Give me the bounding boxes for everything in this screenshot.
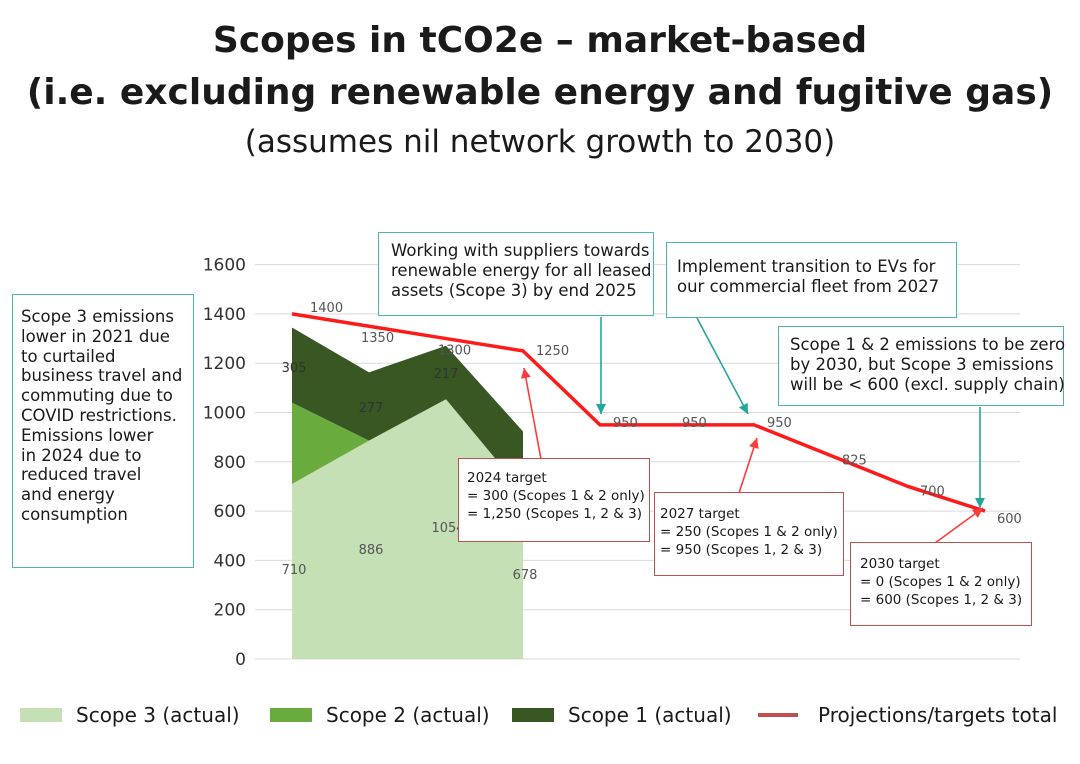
total-data-label: 1300 — [438, 344, 471, 359]
scope3-data-label: 678 — [513, 568, 538, 583]
y-tick-label: 1000 — [203, 404, 246, 424]
total-data-label: 600 — [997, 512, 1022, 527]
y-tick-label: 600 — [214, 502, 246, 522]
scope3-data-label: 1054 — [431, 521, 464, 536]
legend-item-total: Projections/targets total — [758, 698, 1057, 732]
target-2030-box: 2030 target = 0 (Scopes 1 & 2 only) = 60… — [850, 542, 1032, 626]
target-2024-box: 2024 target = 300 (Scopes 1 & 2 only) = … — [458, 458, 650, 542]
legend-item-scope1: Scope 1 (actual) — [512, 698, 732, 732]
y-tick-label: 1200 — [203, 354, 246, 374]
scope1-data-label: 305 — [282, 361, 307, 376]
y-tick-label: 200 — [214, 601, 246, 621]
legend-item-scope3: Scope 3 (actual) — [20, 698, 240, 732]
chart-title: Scopes in tCO2e – market-based — [212, 20, 868, 61]
chart-title-line2: (i.e. excluding renewable energy and fug… — [26, 72, 1054, 113]
total-data-label: 825 — [842, 454, 867, 469]
total-data-label: 1400 — [310, 301, 343, 316]
arrow-target-2030-head — [971, 508, 983, 518]
legend-swatch-scope2 — [270, 708, 312, 722]
total-data-label: 950 — [767, 416, 792, 431]
scope1-area — [292, 327, 523, 492]
legend-item-scope2: Scope 2 (actual) — [270, 698, 490, 732]
arrow-target-2027-head — [749, 438, 759, 450]
scope1-data-label: 277 — [359, 401, 384, 416]
total-data-label: 1350 — [361, 331, 394, 346]
suppliers-note: Working with suppliers towards renewable… — [378, 232, 654, 316]
arrow-target-2024-head — [520, 368, 531, 379]
scope1-data-label: 217 — [434, 367, 459, 382]
y-tick-label: 1600 — [203, 256, 246, 276]
arrow-evs — [696, 317, 749, 415]
total-data-label: 950 — [682, 416, 707, 431]
y-tick-label: 1400 — [203, 305, 246, 325]
chart-subtitle: (assumes nil network growth to 2030) — [244, 124, 836, 160]
total-data-label: 950 — [613, 416, 638, 431]
arrow-scope-zero-head — [975, 498, 985, 508]
y-tick-label: 400 — [214, 551, 246, 571]
y-tick-label: 800 — [214, 453, 246, 473]
scope3-data-label: 886 — [359, 543, 384, 558]
arrow-suppliers-head — [596, 404, 606, 414]
legend-swatch-total — [758, 713, 798, 717]
scope2-area — [292, 399, 523, 492]
scope-zero-note: Scope 1 & 2 emissions to be zero by 2030… — [778, 326, 1065, 406]
legend-swatch-scope3 — [20, 708, 62, 722]
scope3-data-label: 710 — [282, 563, 307, 578]
total-projection-line — [291, 312, 986, 513]
target-2027-box: 2027 target = 250 (Scopes 1 & 2 only) = … — [654, 492, 844, 576]
y-tick-label: 0 — [235, 650, 246, 670]
total-data-label: 1250 — [536, 344, 569, 359]
left-note: Scope 3 emissions lower in 2021 due to c… — [12, 294, 194, 568]
total-data-label: 700 — [920, 484, 945, 499]
legend-swatch-scope1 — [512, 708, 554, 722]
arrow-target-2024 — [523, 367, 542, 460]
arrow-evs-head — [738, 402, 748, 414]
evs-note: Implement transition to EVs for our comm… — [666, 242, 957, 318]
legend-label-scope3: Scope 3 (actual) — [76, 703, 240, 727]
legend-label-total: Projections/targets total — [818, 703, 1058, 727]
chart-legend: Scope 3 (actual) Scope 2 (actual) Scope … — [0, 698, 1080, 732]
legend-label-scope2: Scope 2 (actual) — [326, 703, 490, 727]
legend-label-scope1: Scope 1 (actual) — [568, 703, 732, 727]
